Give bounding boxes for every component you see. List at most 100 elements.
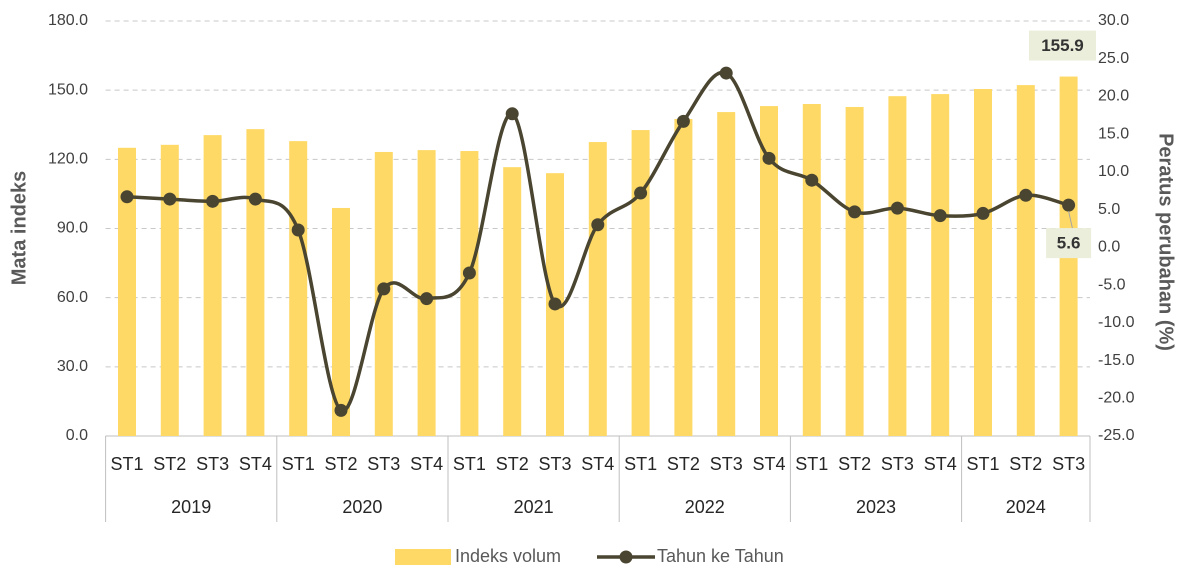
data-label: 5.6	[1057, 234, 1081, 253]
x-tick-label: ST3	[1052, 454, 1085, 474]
marker	[163, 192, 177, 206]
marker	[462, 266, 476, 280]
bar	[160, 144, 179, 436]
marker	[1019, 188, 1033, 202]
x-tick-label: ST1	[966, 454, 999, 474]
group-label: 2021	[514, 497, 554, 517]
marker	[548, 297, 562, 311]
group-label: 2019	[171, 497, 211, 517]
y-tick-label: 60.0	[57, 289, 88, 306]
group-label: 2024	[1006, 497, 1046, 517]
y-tick-label: 90.0	[57, 220, 88, 237]
legend-label: Indeks volum	[455, 546, 561, 566]
x-tick-label: ST1	[282, 454, 315, 474]
y2-tick-label: 0.0	[1098, 239, 1120, 256]
y2-tick-label: 15.0	[1098, 125, 1129, 142]
legend-marker	[619, 550, 633, 564]
bar	[974, 89, 992, 436]
marker	[848, 205, 862, 219]
x-tick-label: ST4	[924, 454, 957, 474]
x-tick-label: ST3	[196, 454, 229, 474]
bar	[674, 118, 693, 436]
label-box	[1046, 228, 1092, 259]
bar	[460, 151, 479, 437]
bar	[503, 167, 522, 436]
x-tick-label: ST2	[496, 454, 529, 474]
x-tick-label: ST4	[410, 454, 443, 474]
bar	[1016, 85, 1035, 436]
marker	[206, 194, 220, 208]
y2-tick-label: -10.0	[1098, 314, 1135, 331]
group-label: 2020	[342, 497, 382, 517]
bar	[888, 96, 907, 437]
x-tick-label: ST1	[795, 454, 828, 474]
bar	[588, 142, 607, 436]
x-tick-label: ST4	[239, 454, 272, 474]
group-label: 2023	[856, 497, 896, 517]
x-tick-label: ST2	[324, 454, 357, 474]
legend-swatch	[395, 549, 451, 565]
bar	[631, 130, 650, 436]
label-box	[1029, 30, 1096, 61]
y2-tick-label: 5.0	[1098, 201, 1120, 218]
x-tick-label: ST3	[367, 454, 400, 474]
y-tick-label: 30.0	[57, 358, 88, 375]
y2-tick-label: 10.0	[1098, 163, 1129, 180]
x-tick-label: ST3	[881, 454, 914, 474]
x-tick-label: ST2	[153, 454, 186, 474]
bar	[802, 104, 821, 436]
marker	[420, 292, 434, 306]
marker	[976, 206, 990, 220]
x-tick-label: ST1	[624, 454, 657, 474]
marker	[762, 151, 776, 165]
bar	[717, 112, 736, 436]
marker	[805, 173, 819, 187]
y2-tick-label: -25.0	[1098, 427, 1135, 444]
x-tick-label: ST3	[710, 454, 743, 474]
bar	[289, 141, 308, 436]
bar	[845, 106, 864, 436]
marker	[719, 66, 733, 80]
label-leader	[1068, 211, 1074, 230]
marker	[334, 403, 348, 417]
bar	[118, 147, 136, 437]
marker	[291, 223, 305, 237]
bar	[246, 129, 265, 436]
y-tick-label: 150.0	[48, 81, 88, 98]
y2-tick-label: -15.0	[1098, 352, 1135, 369]
y2-tick-label: 25.0	[1098, 50, 1129, 67]
group-label: 2022	[685, 497, 725, 517]
bar	[203, 135, 222, 436]
y2-tick-label: -20.0	[1098, 389, 1135, 406]
x-tick-label: ST4	[581, 454, 614, 474]
y-axis-title: Mata indeks	[8, 171, 30, 285]
marker	[1062, 198, 1076, 212]
y-tick-label: 0.0	[66, 427, 88, 444]
x-tick-label: ST1	[453, 454, 486, 474]
x-tick-label: ST1	[110, 454, 143, 474]
marker	[377, 282, 391, 296]
marker	[591, 218, 605, 232]
x-tick-label: ST2	[838, 454, 871, 474]
marker	[676, 114, 690, 128]
y2-tick-label: 20.0	[1098, 88, 1129, 105]
y-tick-label: 180.0	[48, 12, 88, 29]
marker	[933, 209, 947, 223]
bar	[931, 94, 950, 436]
y2-tick-label: -5.0	[1098, 276, 1126, 293]
marker	[505, 107, 519, 121]
marker	[248, 192, 262, 206]
x-tick-label: ST2	[1009, 454, 1042, 474]
marker	[634, 186, 648, 200]
x-tick-label: ST3	[538, 454, 571, 474]
y2-tick-label: 30.0	[1098, 12, 1129, 29]
marker	[890, 201, 904, 215]
marker	[120, 190, 134, 204]
x-tick-label: ST2	[667, 454, 700, 474]
data-label: 155.9	[1041, 36, 1084, 55]
bar	[332, 207, 350, 436]
x-tick-label: ST4	[752, 454, 785, 474]
y-tick-label: 120.0	[48, 151, 88, 168]
legend-label: Tahun ke Tahun	[657, 546, 784, 566]
